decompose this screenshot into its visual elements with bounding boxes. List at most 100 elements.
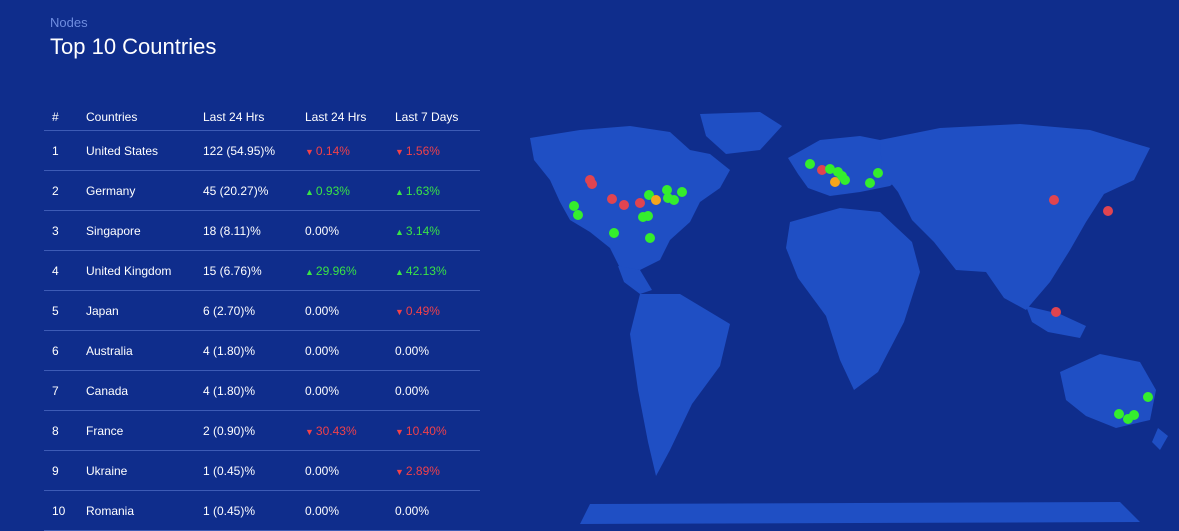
nodes-cell-value: 15 (6.76)% — [203, 263, 262, 278]
rank-cell-value: 10 — [52, 503, 66, 518]
countries-table: # Countries Last 24 Hrs Last 24 Hrs Last… — [44, 104, 480, 531]
country-cell-value: United Kingdom — [86, 263, 172, 278]
world-map — [530, 112, 1168, 524]
node-marker[interactable] — [805, 159, 815, 169]
africa-land — [786, 208, 920, 390]
nodes-cell-value: 4 (1.80)% — [203, 383, 256, 398]
node-marker[interactable] — [644, 190, 654, 200]
node-marker[interactable] — [817, 165, 827, 175]
change-7d-cell-value: 10.40% — [405, 423, 447, 438]
rank-cell: 6 — [44, 330, 86, 371]
change-24h-cell-value: 0.00% — [305, 503, 340, 518]
change-7d-cell-value: 0.00% — [395, 503, 430, 518]
node-marker[interactable] — [825, 164, 835, 174]
change-24h-cell: ▼ 0.14% — [305, 130, 395, 171]
node-marker[interactable] — [840, 175, 850, 185]
node-marker[interactable] — [569, 201, 579, 211]
change-24h-cell: 0.00% — [305, 290, 395, 331]
arrow-down-icon: ▼ — [395, 466, 404, 477]
rank-cell: 1 — [44, 130, 86, 171]
country-cell-value: Singapore — [86, 223, 141, 238]
node-marker[interactable] — [1129, 410, 1139, 420]
rank-cell: 4 — [44, 250, 86, 291]
arrow-down-icon: ▼ — [395, 426, 404, 437]
country-cell-value: Germany — [86, 183, 136, 198]
change-24h-cell-value: 0.00% — [305, 223, 340, 238]
change-7d-cell: ▼ 2.89% — [395, 450, 480, 491]
node-marker[interactable] — [573, 210, 583, 220]
nodes-cell: 2 (0.90)% — [203, 410, 305, 451]
node-marker[interactable] — [609, 228, 619, 238]
node-marker[interactable] — [619, 200, 629, 210]
change-7d-cell: ▼ 1.56% — [395, 130, 480, 171]
node-marker[interactable] — [1103, 206, 1113, 216]
change-7d-cell: 0.00% — [395, 330, 480, 371]
nodes-cell-value: 1 (0.45)% — [203, 503, 256, 518]
node-marker[interactable] — [635, 198, 645, 208]
country-cell-value: Japan — [86, 303, 119, 318]
nodes-cell: 18 (8.11)% — [203, 210, 305, 251]
table-row: 3 Singapore 18 (8.11)% 0.00% ▲ 3.14% — [44, 210, 480, 251]
rank-cell: 9 — [44, 450, 86, 491]
arrow-up-icon: ▲ — [305, 186, 314, 197]
country-cell: United States — [86, 130, 203, 171]
node-marker[interactable] — [1049, 195, 1059, 205]
node-markers — [569, 159, 1153, 424]
node-marker[interactable] — [830, 177, 840, 187]
node-marker[interactable] — [643, 211, 653, 221]
nodes-cell: 1 (0.45)% — [203, 490, 305, 531]
node-marker[interactable] — [1051, 307, 1061, 317]
rank-cell-value: 1 — [52, 143, 59, 158]
country-cell-value: Canada — [86, 383, 129, 398]
node-marker[interactable] — [1114, 409, 1124, 419]
node-marker[interactable] — [1143, 392, 1153, 402]
nodes-cell-value: 6 (2.70)% — [203, 303, 256, 318]
change-24h-cell: ▼ 30.43% — [305, 410, 395, 451]
change-24h-cell-value: 0.00% — [305, 463, 340, 478]
nodes-cell-value: 1 (0.45)% — [203, 463, 256, 478]
node-marker[interactable] — [662, 185, 672, 195]
table-row: 1 United States 122 (54.95)% ▼ 0.14% ▼ 1.56% — [44, 130, 480, 171]
greenland-land — [700, 112, 782, 154]
rank-cell-value: 7 — [52, 383, 59, 398]
change-7d-cell: ▲ 42.13% — [395, 250, 480, 291]
change-7d-cell: ▼ 0.49% — [395, 290, 480, 331]
table-row: 10 Romania 1 (0.45)% 0.00% 0.00% — [44, 490, 480, 531]
node-marker[interactable] — [677, 187, 687, 197]
node-marker[interactable] — [865, 178, 875, 188]
col-rank: # — [44, 104, 86, 131]
table-row: 5 Japan 6 (2.70)% 0.00% ▼ 0.49% — [44, 290, 480, 331]
rank-cell: 8 — [44, 410, 86, 451]
table-header-row: # Countries Last 24 Hrs Last 24 Hrs Last… — [44, 104, 480, 131]
nodes-cell-value: 122 (54.95)% — [203, 143, 276, 158]
node-marker[interactable] — [607, 194, 617, 204]
table-row: 9 Ukraine 1 (0.45)% 0.00% ▼ 2.89% — [44, 450, 480, 491]
country-cell-value: Romania — [86, 503, 135, 518]
node-marker[interactable] — [873, 168, 883, 178]
node-marker[interactable] — [645, 233, 655, 243]
nodes-cell-value: 4 (1.80)% — [203, 343, 256, 358]
change-24h-cell-value: 0.00% — [305, 343, 340, 358]
node-marker[interactable] — [669, 195, 679, 205]
rank-cell: 5 — [44, 290, 86, 331]
europe-land — [788, 136, 910, 196]
change-7d-cell-value: 1.56% — [405, 143, 440, 158]
change-7d-cell: ▼ 10.40% — [395, 410, 480, 451]
arrow-down-icon: ▼ — [395, 306, 404, 317]
se-asia-islands-land — [1026, 306, 1086, 338]
node-marker[interactable] — [587, 179, 597, 189]
nodes-cell: 15 (6.76)% — [203, 250, 305, 291]
country-cell-value: Ukraine — [86, 463, 128, 478]
rank-cell: 7 — [44, 370, 86, 411]
change-24h-cell-value: 30.43% — [315, 423, 357, 438]
nodes-cell: 1 (0.45)% — [203, 450, 305, 491]
arrow-down-icon: ▼ — [305, 146, 314, 157]
col-countries: Countries — [86, 104, 203, 131]
change-7d-cell: ▲ 3.14% — [395, 210, 480, 251]
nodes-cell-value: 18 (8.11)% — [203, 223, 261, 238]
node-marker[interactable] — [651, 195, 661, 205]
change-7d-cell-value: 0.00% — [395, 343, 430, 358]
rank-cell-value: 9 — [52, 463, 59, 478]
change-24h-cell: 0.00% — [305, 210, 395, 251]
change-24h-cell-value: 29.96% — [315, 263, 357, 278]
